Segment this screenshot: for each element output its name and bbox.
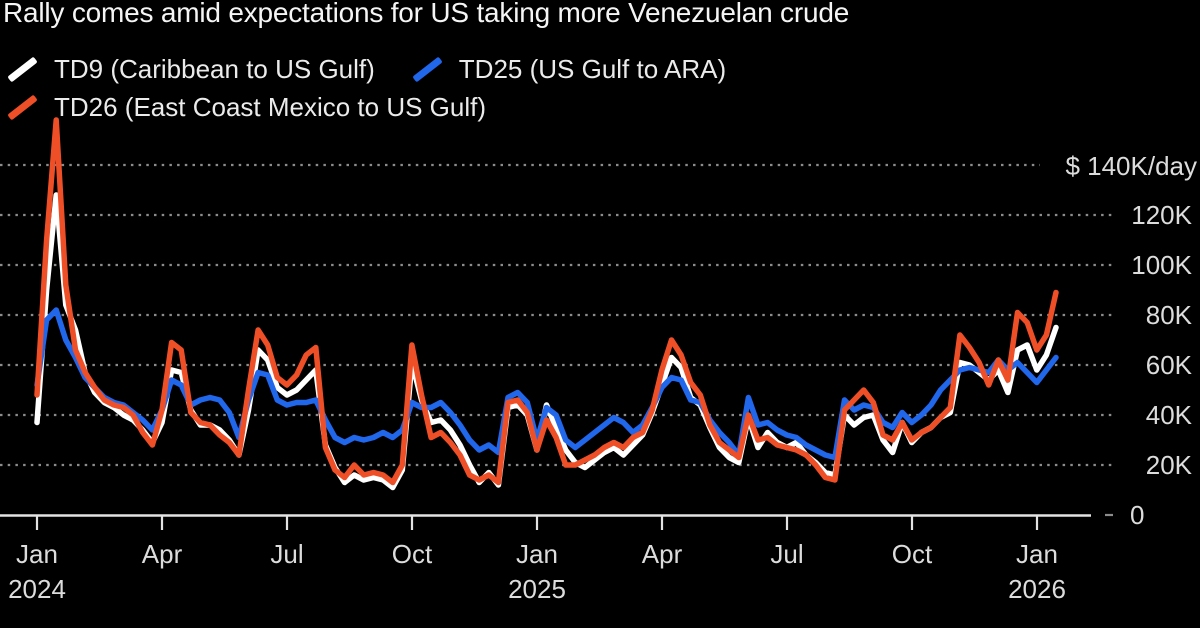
x-tick-label-jan-2024: Jan bbox=[16, 539, 58, 569]
y-tick-label-120K: 120K bbox=[1131, 200, 1192, 230]
x-tick-label-oct-912: Oct bbox=[891, 539, 933, 569]
x-tick-label-jul-787: Jul bbox=[770, 539, 804, 569]
x-tick-label-apr-662: Apr bbox=[641, 539, 683, 569]
x-year-label-2025: 2025 bbox=[508, 574, 566, 604]
legend-label-td26: TD26 (East Coast Mexico to US Gulf) bbox=[54, 91, 487, 122]
series-line-td26 bbox=[34, 117, 1059, 486]
series-line-td9 bbox=[34, 192, 1059, 491]
x-tick-label-oct-412: Oct bbox=[391, 539, 433, 569]
x-year-label-2026: 2026 bbox=[1008, 574, 1066, 604]
legend-label-td25: TD25 (US Gulf to ARA) bbox=[458, 53, 727, 84]
y-axis-top-label: $ 140K/day bbox=[1065, 151, 1197, 181]
chart-title: Rally comes amid expectations for US tak… bbox=[3, 0, 850, 28]
x-year-label-2024: 2024 bbox=[8, 574, 66, 604]
x-tick-label-jul-287: Jul bbox=[270, 539, 304, 569]
legend-item-td25: TD25 (US Gulf to ARA) bbox=[411, 54, 726, 85]
y-tick-label-0: 0 bbox=[1130, 500, 1145, 530]
y-tick-label-100K: 100K bbox=[1131, 250, 1192, 280]
legend: TD9 (Caribbean to US Gulf) TD25 (US Gulf… bbox=[6, 50, 726, 126]
series-line-td25 bbox=[34, 307, 1059, 461]
legend-item-td9: TD9 (Caribbean to US Gulf) bbox=[6, 54, 375, 85]
legend-row-2: TD26 (East Coast Mexico to US Gulf) bbox=[6, 88, 726, 126]
legend-label-td9: TD9 (Caribbean to US Gulf) bbox=[54, 53, 375, 84]
y-tick-label-40K: 40K bbox=[1145, 400, 1192, 430]
y-tick-label-80K: 80K bbox=[1145, 300, 1192, 330]
legend-item-td26: TD26 (East Coast Mexico to US Gulf) bbox=[6, 92, 486, 123]
x-tick-label-jan-2026: Jan bbox=[1016, 539, 1058, 569]
y-tick-label-20K: 20K bbox=[1145, 450, 1192, 480]
x-tick-label-apr-162: Apr bbox=[141, 539, 183, 569]
x-tick-label-jan-2025: Jan bbox=[516, 539, 558, 569]
legend-row-1: TD9 (Caribbean to US Gulf) TD25 (US Gulf… bbox=[6, 50, 726, 88]
y-tick-label-60K: 60K bbox=[1145, 350, 1192, 380]
